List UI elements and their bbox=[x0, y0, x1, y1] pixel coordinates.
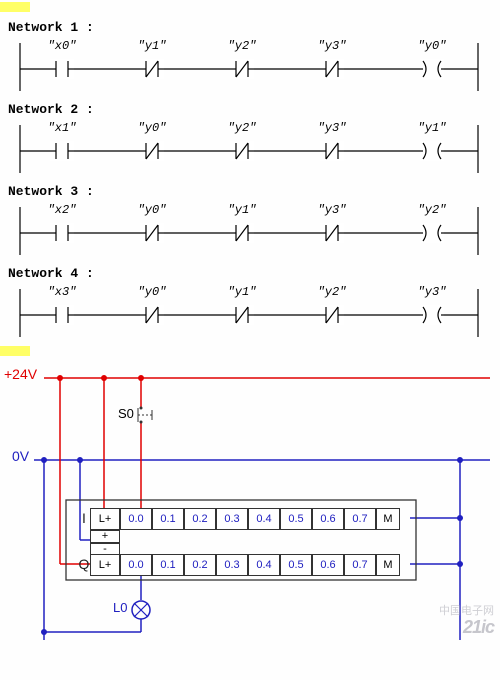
contact-label: "y3" bbox=[318, 121, 347, 135]
terminal-pin: 0.5 bbox=[280, 508, 312, 530]
terminal-pin: 0.1 bbox=[152, 508, 184, 530]
contact-label: "y0" bbox=[138, 285, 167, 299]
network-title: Network 1 : bbox=[8, 20, 500, 35]
network-title: Network 2 : bbox=[8, 102, 500, 117]
contact-label: "x1" bbox=[48, 121, 77, 135]
terminal-pin: 0.6 bbox=[312, 554, 344, 576]
contact-label: "y1" bbox=[228, 203, 257, 217]
contact-label: "y3" bbox=[418, 285, 447, 299]
contact-label: "y1" bbox=[138, 39, 167, 53]
terminal-pin: 0.5 bbox=[280, 554, 312, 576]
network-title: Network 3 : bbox=[8, 184, 500, 199]
terminal-pin: 0.0 bbox=[120, 508, 152, 530]
highlight-bar bbox=[0, 346, 30, 356]
terminal-Lplus: L+ bbox=[90, 554, 120, 576]
ladder-diagram: Network 1 : "x0" "y1" "y2" "y3" "y0" Network 2… bbox=[0, 20, 500, 340]
terminal-pin: 0.2 bbox=[184, 554, 216, 576]
rung: "x2" "y0" "y1" "y3" "y2" bbox=[12, 203, 488, 258]
terminal-pin: 0.4 bbox=[248, 508, 280, 530]
terminal-plus: + bbox=[90, 530, 120, 543]
contact-label: "x2" bbox=[48, 203, 77, 217]
label-switch: S0 bbox=[118, 406, 134, 421]
terminal-pin: 0.3 bbox=[216, 508, 248, 530]
contact-label: "x3" bbox=[48, 285, 77, 299]
contact-label: "y3" bbox=[318, 39, 347, 53]
watermark: 21ic bbox=[463, 617, 494, 638]
contact-label: "y0" bbox=[418, 39, 447, 53]
watermark-cn: 中国电子网 bbox=[439, 602, 494, 618]
terminal-pin: 0.1 bbox=[152, 554, 184, 576]
contact-label: "y2" bbox=[318, 285, 347, 299]
contact-label: "y2" bbox=[228, 121, 257, 135]
terminal-M: M bbox=[376, 508, 400, 530]
contact-label: "y0" bbox=[138, 203, 167, 217]
terminal-pin: 0.7 bbox=[344, 508, 376, 530]
terminal-pin: 0.7 bbox=[344, 554, 376, 576]
contact-label: "y1" bbox=[228, 285, 257, 299]
terminal-row-inputs: L+0.00.10.20.30.40.50.60.7M bbox=[90, 508, 400, 530]
label-0v: 0V bbox=[12, 448, 29, 464]
contact-label: "y2" bbox=[228, 39, 257, 53]
contact-label: "y0" bbox=[138, 121, 167, 135]
terminal-pin: 0.3 bbox=[216, 554, 248, 576]
terminal-Lplus: L+ bbox=[90, 508, 120, 530]
network-title: Network 4 : bbox=[8, 266, 500, 281]
contact-label: "y1" bbox=[418, 121, 447, 135]
contact-label: "y3" bbox=[318, 203, 347, 217]
terminal-pin: 0.4 bbox=[248, 554, 280, 576]
contact-label: "y2" bbox=[418, 203, 447, 217]
rung: "x1" "y0" "y2" "y3" "y1" bbox=[12, 121, 488, 176]
terminal-M: M bbox=[376, 554, 400, 576]
terminal-pin: 0.2 bbox=[184, 508, 216, 530]
terminal-pin: 0.6 bbox=[312, 508, 344, 530]
rung: "x3" "y0" "y1" "y2" "y3" bbox=[12, 285, 488, 340]
wiring-diagram: +24V 0V S0 L0 I Q L+0.00.10.20.30.40.50.… bbox=[0, 360, 500, 640]
terminal-row-outputs: L+0.00.10.20.30.40.50.60.7M bbox=[90, 554, 400, 576]
terminal-pin: 0.0 bbox=[120, 554, 152, 576]
highlight-bar bbox=[0, 2, 30, 12]
rung: "x0" "y1" "y2" "y3" "y0" bbox=[12, 39, 488, 94]
terminal-row-mid: +- bbox=[90, 530, 120, 556]
label-24v: +24V bbox=[4, 366, 37, 382]
label-lamp: L0 bbox=[113, 600, 127, 615]
contact-label: "x0" bbox=[48, 39, 77, 53]
